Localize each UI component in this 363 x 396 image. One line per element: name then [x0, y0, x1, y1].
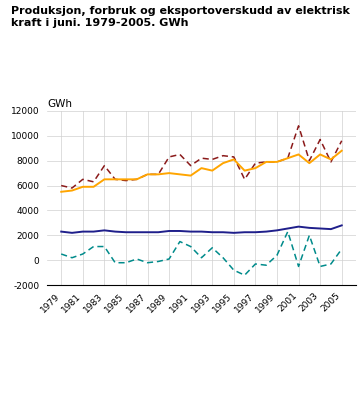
Text: GWh: GWh: [47, 99, 72, 109]
Legend: Total
produk-
sjon, Eksport-
overskudd, Brutto-
forbruk, Forbruk i kraftintensiv: Total produk- sjon, Eksport- overskudd, …: [47, 393, 350, 396]
Text: kraft i juni. 1979-2005. GWh: kraft i juni. 1979-2005. GWh: [11, 18, 188, 28]
Text: Produksjon, forbruk og eksportoverskudd av elektrisk: Produksjon, forbruk og eksportoverskudd …: [11, 6, 350, 16]
